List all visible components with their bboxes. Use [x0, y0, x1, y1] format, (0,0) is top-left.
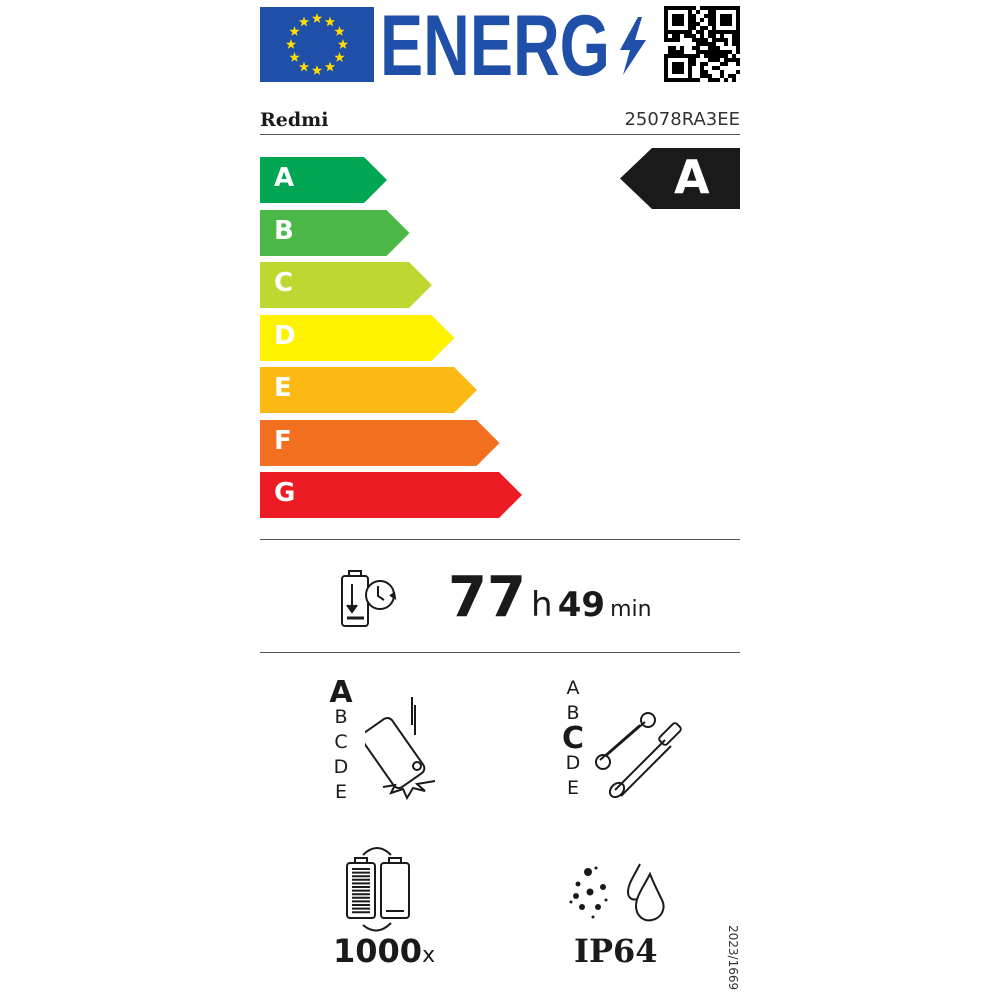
dust-water-icon [568, 862, 673, 931]
scale-letter: B [334, 706, 348, 728]
minutes-unit: min [610, 597, 652, 622]
scale-letter: A [566, 677, 580, 699]
energy-class-label: F [274, 425, 292, 456]
energy-logo: ENERG [380, 0, 650, 94]
divider [260, 539, 740, 540]
energy-class-label: A [274, 163, 295, 193]
energy-class-label: G [274, 478, 296, 508]
scale-letter: E [566, 777, 579, 799]
star-icon [285, 39, 297, 49]
energy-class-bar-e: E [260, 367, 477, 413]
energy-class-label: B [274, 215, 294, 246]
ip-rating: IP64 [574, 932, 658, 970]
star-icon [334, 26, 345, 36]
energy-logo-text: ENERG [380, 5, 610, 85]
star-icon [289, 26, 300, 36]
energy-class-bar-a: A [260, 157, 387, 203]
model-number: 25078RA3EE [624, 109, 740, 130]
battery-cycles-value: 1000x [333, 932, 435, 970]
divider [260, 134, 740, 135]
energy-class-bar-b: B [260, 209, 410, 256]
star-icon [337, 39, 349, 49]
divider [260, 652, 740, 653]
cycles-unit: x [422, 943, 436, 968]
star-icon [324, 61, 336, 72]
battery-endurance-icon [338, 568, 400, 634]
repair-tools-icon [595, 710, 690, 804]
regulation-number: 2023/1669 [726, 925, 740, 991]
lightning-icon [620, 17, 646, 75]
star-icon [298, 61, 310, 72]
star-icon [311, 13, 323, 23]
scale-letter: B [566, 702, 580, 724]
energy-class-bar-c: C [260, 262, 432, 308]
energy-class-label: C [274, 268, 294, 298]
star-icon [311, 65, 323, 75]
star-icon [324, 16, 336, 27]
scale-letter: C [561, 721, 585, 756]
endurance-minutes: 49 [557, 585, 606, 625]
star-icon [298, 16, 310, 27]
battery-cycles-icon [345, 845, 420, 939]
hours-unit: h [531, 585, 553, 625]
energy-class-bar-d: D [260, 314, 455, 361]
star-icon [289, 52, 300, 62]
brand-name: Redmi [260, 109, 329, 131]
energy-class-bar-f: F [260, 419, 500, 466]
energy-class-label: E [274, 373, 292, 403]
energy-class-label: D [274, 320, 296, 351]
energy-class-bar-g: G [260, 472, 522, 518]
endurance-hours: 77 [448, 565, 526, 630]
scale-letter: A [329, 675, 353, 710]
phone-drop-icon [360, 695, 445, 809]
scale-letter: D [333, 756, 349, 778]
scale-letter: D [565, 752, 581, 774]
endurance-value: 77 h 49 min [448, 565, 652, 630]
scale-letter: E [334, 781, 347, 803]
rating-letter: A [674, 150, 710, 204]
scale-letter: C [334, 731, 348, 753]
eu-flag-logo [260, 7, 374, 82]
qr-code[interactable] [664, 6, 740, 82]
star-icon [334, 52, 345, 62]
cycles-number: 1000 [333, 932, 423, 970]
rating-indicator: A [620, 148, 740, 209]
